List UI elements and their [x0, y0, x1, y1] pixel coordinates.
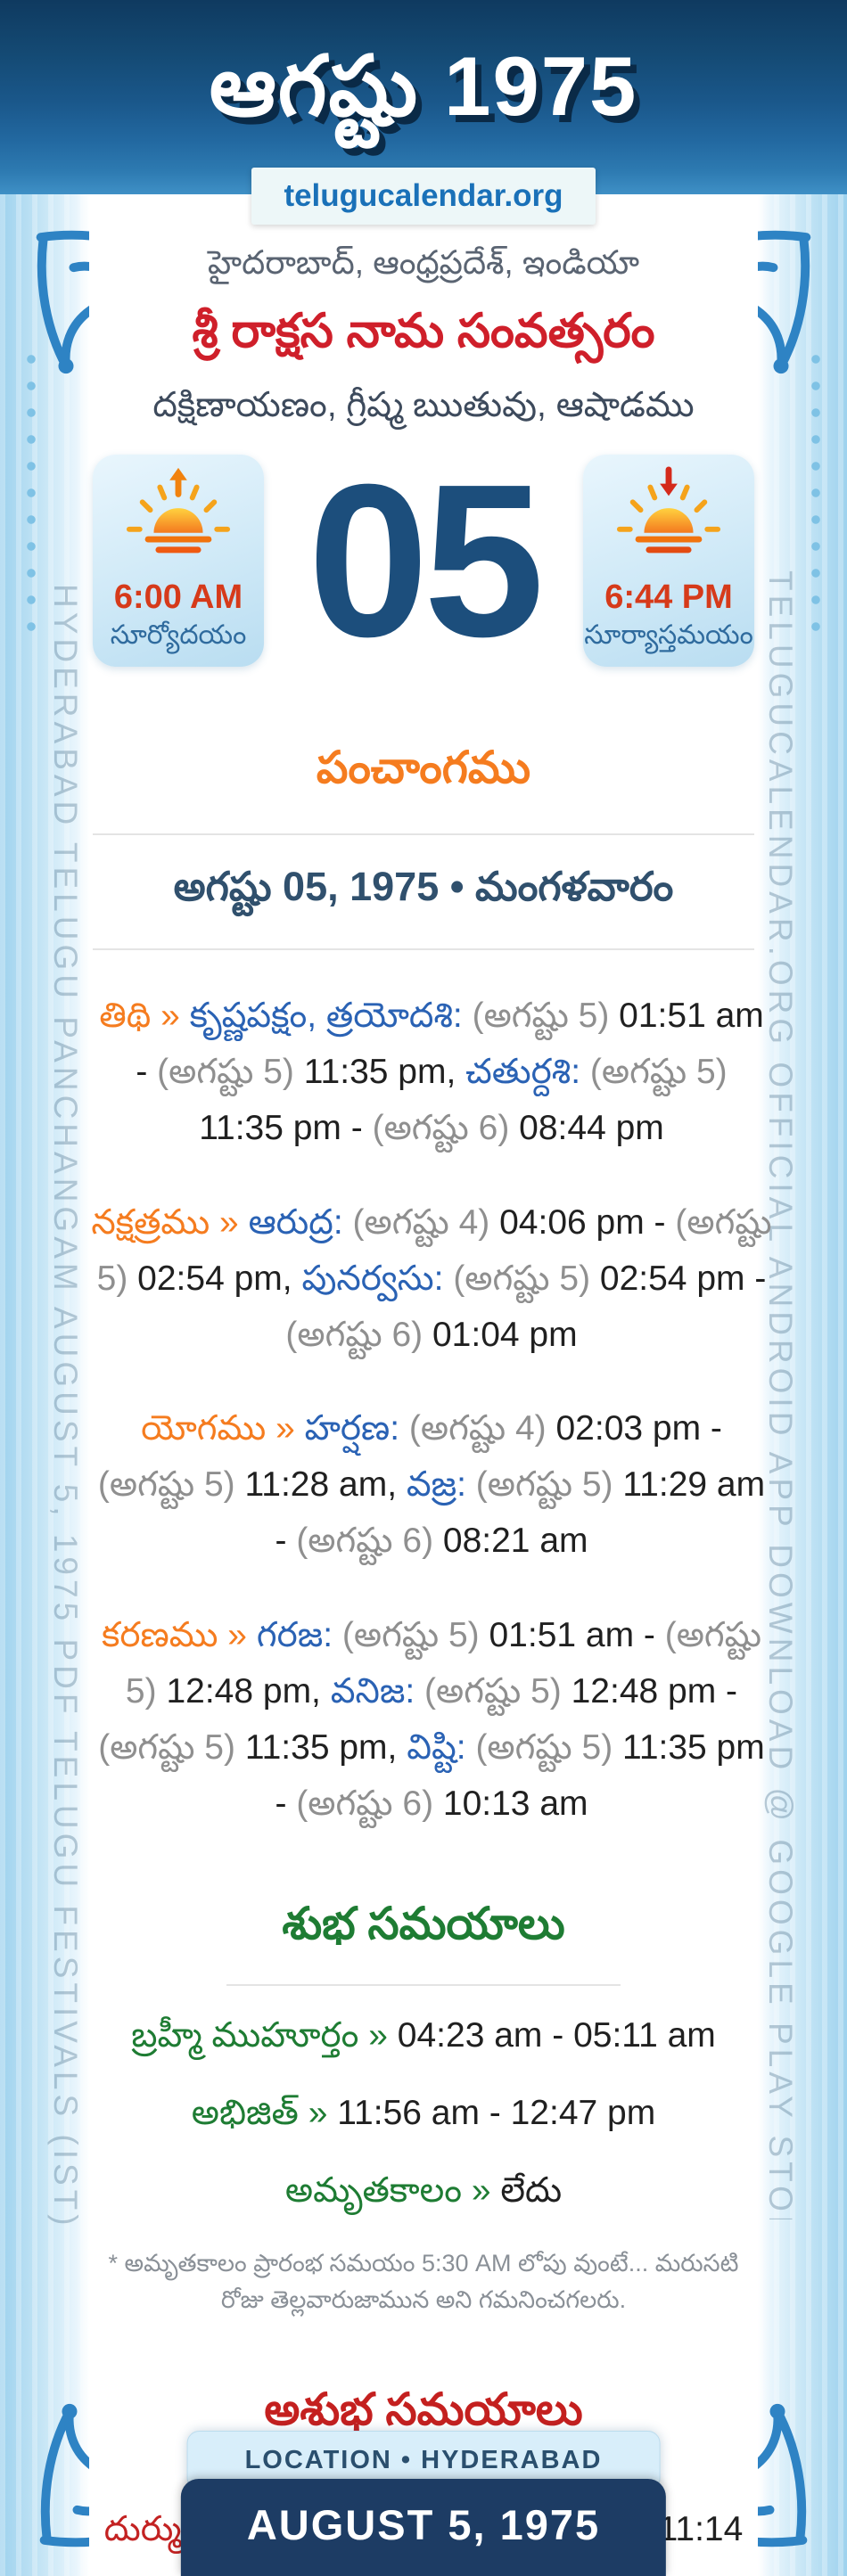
sunrise-card: 6:00 AM సూర్యోదయం — [93, 455, 264, 667]
date-weekday-line: అగష్టు 05, 1975 • మంగళవారం — [173, 864, 674, 909]
samvatsaram-line: శ్రీ రాక్షస నామ సంవత్సరం — [192, 305, 655, 357]
sunset-icon — [616, 466, 721, 554]
sunrise-icon — [126, 467, 231, 554]
left-gutter — [0, 194, 89, 2576]
page-title: ఆగష్టు 1975 — [209, 39, 638, 133]
divider — [93, 833, 754, 835]
sunset-card: 6:44 PM సూర్యాస్తమయం — [583, 455, 754, 667]
divider — [93, 948, 754, 950]
amrutakalam-row: అమృతకాలం » లేదు — [284, 2171, 563, 2211]
content-column: telugucalendar.org హైదరాబాద్, ఆంధ్రప్రదే… — [89, 168, 772, 2576]
panchangam-heading: పంచాంగము — [316, 742, 531, 792]
sunrise-label: సూర్యోదయం — [110, 620, 247, 650]
ashubha-heading: అశుభ సమయాలు — [264, 2384, 583, 2435]
yogam-row: యోగము » హర్షణ: (అగష్టు 4) 02:03 pm - (అగ… — [97, 1409, 766, 1561]
header-banner: ఆగష్టు 1975 — [0, 0, 847, 194]
day-number: 05 — [308, 439, 544, 682]
sunrise-time: 6:00 AM — [113, 578, 243, 616]
abhijit-row: అభిజిత్ » 11:56 am - 12:47 pm — [191, 2094, 656, 2133]
site-link[interactable]: telugucalendar.org — [251, 168, 596, 225]
dotted-divider-left — [27, 346, 36, 631]
ayana-ruthuvu-line: దక్షిణాయణం, గ్రీష్మ ఋతువు, ఆషాడము — [152, 386, 695, 424]
footer-date-badge: AUGUST 5, 1975 — [180, 2479, 667, 2576]
brahmi-muhurtam-row: బ్రహ్మీ ముహూర్తం » 04:23 am - 05:11 am — [131, 2016, 716, 2055]
karanam-row: కరణము » గరజ: (అగష్టు 5) 01:51 am - (అగష్… — [98, 1615, 765, 1824]
nakshatram-row: నక్షత్రము » ఆరుద్ర: (అగష్టు 4) 04:06 pm … — [91, 1202, 772, 1354]
amrutakalam-note: * అమృతకాలం ప్రారంభ సమయం 5:30 AM లోపు వుం… — [108, 2250, 739, 2313]
right-gutter — [758, 194, 847, 2576]
tithi-row: తిథి » కృష్ణపక్షం, త్రయోదశి: (అగష్టు 5) … — [99, 997, 764, 1148]
sun-times-row: 6:00 AM సూర్యోదయం 05 — [89, 439, 758, 682]
left-watermark-text: HYDERABAD TELUGU PANCHANGAM AUGUST 5, 19… — [47, 584, 84, 2230]
divider — [226, 1984, 621, 1987]
dotted-divider-right — [811, 346, 820, 631]
right-watermark-text: TELUGUCALENDAR.ORG OFFICIAL ANDROID APP … — [762, 570, 799, 2219]
region-line: హైదరాబాద్, ఆంధ్రప్రదేశ్, ఇండియా — [207, 244, 640, 281]
sunset-time: 6:44 PM — [604, 578, 733, 616]
shubha-heading: శుభ సమయాలు — [282, 1899, 565, 1949]
sunset-label: సూర్యాస్తమయం — [584, 620, 753, 650]
